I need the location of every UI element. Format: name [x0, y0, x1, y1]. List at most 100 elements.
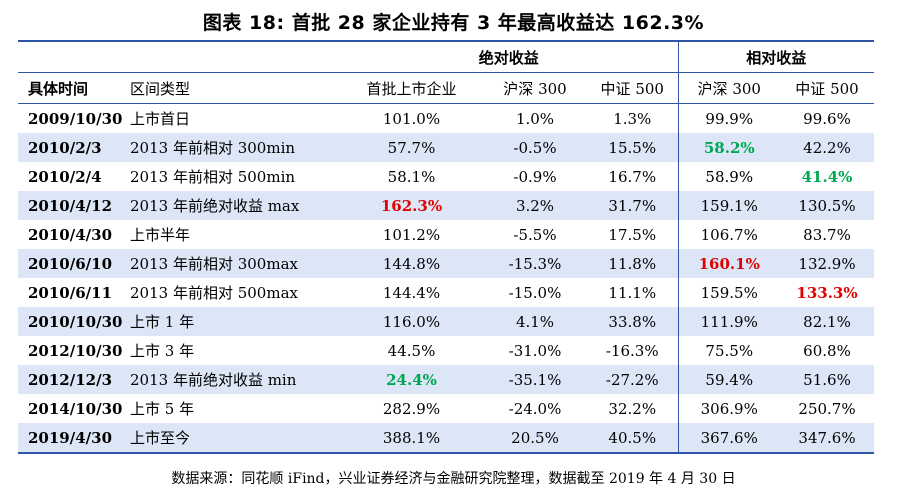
cell-rel-zz500: 82.1% [780, 307, 875, 336]
cell-date: 2010/6/11 [28, 283, 113, 302]
cell-rel-zz500: 130.5% [780, 191, 875, 220]
header-first-batch: 首批上市企业 [340, 72, 483, 104]
cell-period-type: 2013 年前相对 300min [122, 133, 340, 162]
cell-rel-hs300: 58.2% [678, 133, 780, 162]
cell-rel-hs300: 306.9% [700, 399, 758, 418]
cell-date: 2009/10/30 [28, 109, 123, 128]
cell-first-batch: 101.2% [382, 225, 441, 244]
cell-abs-zz500: 31.7% [587, 191, 679, 220]
cell-rel-zz500: 83.7% [803, 225, 851, 244]
table-row: 2014/10/30 上市 5 年 282.9% -24.0% 32.2% 306.9% 2… [18, 394, 874, 423]
cell-rel-hs300: 59.4% [678, 365, 780, 394]
returns-table: 绝对收益 相对收益 具体时间 区间类型 首批上市企业 沪深 300 中证 500… [18, 40, 875, 454]
cell-abs-hs300: -0.9% [513, 167, 557, 186]
cell-first-batch: 282.9% [382, 399, 441, 418]
header-date: 具体时间 [18, 72, 122, 104]
cell-date: 2012/10/30 [28, 341, 123, 360]
cell-rel-zz500: 133.3% [796, 283, 858, 302]
cell-rel-hs300: 160.1% [678, 249, 780, 278]
cell-period-type: 上市首日 [130, 110, 191, 128]
cell-date: 2010/10/30 [18, 307, 122, 336]
data-source-note: 数据来源：同花顺 iFind，兴业证券经济与金融研究院整理，数据截至 2019 … [171, 471, 736, 487]
cell-rel-zz500: 60.8% [803, 341, 851, 360]
cell-period-type: 2013 年前相对 500max [130, 284, 298, 302]
cell-first-batch: 144.4% [382, 283, 441, 302]
cell-period-type: 上市至今 [122, 423, 340, 454]
cell-abs-hs300: -5.5% [513, 225, 557, 244]
cell-abs-zz500: -27.2% [587, 365, 679, 394]
cell-date: 2012/12/3 [18, 365, 122, 394]
cell-abs-hs300: 1.0% [515, 109, 555, 128]
cell-date: 2010/6/10 [18, 249, 122, 278]
cell-abs-hs300: -31.0% [508, 341, 562, 360]
cell-rel-hs300: 159.5% [700, 283, 758, 302]
cell-period-type: 2013 年前相对 500min [130, 168, 296, 186]
cell-rel-zz500: 250.7% [798, 399, 856, 418]
cell-rel-zz500: 99.6% [803, 109, 851, 128]
cell-date: 2010/2/4 [28, 167, 102, 186]
cell-date: 2010/2/3 [18, 133, 122, 162]
cell-abs-zz500: 11.1% [587, 278, 679, 307]
cell-abs-zz500: 16.7% [587, 162, 679, 191]
cell-rel-zz500: 51.6% [780, 365, 875, 394]
cell-first-batch: 58.1% [387, 167, 436, 186]
cell-first-batch: 388.1% [340, 423, 483, 454]
cell-rel-hs300: 106.7% [700, 225, 758, 244]
cell-period-type: 2013 年前绝对收益 max [122, 191, 340, 220]
cell-abs-zz500: 1.3% [587, 103, 679, 133]
cell-first-batch: 44.5% [387, 341, 436, 360]
cell-abs-zz500: 17.5% [587, 220, 679, 249]
cell-rel-hs300: 99.9% [705, 109, 754, 128]
cell-period-type: 上市 5 年 [130, 400, 195, 418]
cell-abs-hs300: 20.5% [483, 423, 587, 454]
cell-period-type: 2013 年前绝对收益 min [122, 365, 340, 394]
cell-rel-hs300: 367.6% [678, 423, 780, 454]
table-row: 2010/6/10 2013 年前相对 300max 144.8% -15.3% 11.… [18, 249, 875, 278]
cell-date: 2010/4/12 [18, 191, 122, 220]
table-row: 2010/2/4 2013 年前相对 500min 58.1% -0.9% 16.7% 5… [18, 162, 874, 191]
cell-abs-hs300: -24.0% [508, 399, 562, 418]
cell-abs-zz500: 40.5% [587, 423, 679, 454]
cell-first-batch: 57.7% [340, 133, 483, 162]
group-relative-return: 相对收益 [678, 40, 875, 73]
table-row: 2019/4/30 上市至今 388.1% 20.5% 40.5% 367.6% 347.6… [18, 423, 875, 454]
cell-rel-hs300: 75.5% [705, 341, 754, 360]
cell-abs-hs300: -35.1% [483, 365, 587, 394]
cell-abs-zz500: -16.3% [587, 336, 679, 365]
cell-rel-zz500: 41.4% [801, 167, 853, 186]
table-row: 2010/4/12 2013 年前绝对收益 max 162.3% 3.2% 31.7% 1… [18, 191, 875, 220]
column-header-row: 具体时间 区间类型 首批上市企业 沪深 300 中证 500 沪深 300 中证… [18, 72, 875, 104]
cell-first-batch: 144.8% [340, 249, 483, 278]
table-row: 2009/10/30 上市首日 101.0% 1.0% 1.3% 99.9% 99.6% [18, 103, 874, 133]
cell-first-batch: 116.0% [340, 307, 483, 336]
header-abs-hs300: 沪深 300 [483, 72, 587, 104]
cell-period-type: 上市 1 年 [122, 307, 340, 336]
cell-first-batch: 162.3% [340, 191, 483, 220]
cell-period-type: 上市 3 年 [130, 342, 195, 360]
cell-rel-zz500: 132.9% [780, 249, 875, 278]
cell-abs-hs300: 4.1% [483, 307, 587, 336]
cell-first-batch: 24.4% [340, 365, 483, 394]
table-row: 2010/2/3 2013 年前相对 300min 57.7% -0.5% 15.5% 5… [18, 133, 875, 162]
header-rel-zz500: 中证 500 [780, 72, 875, 104]
table-row: 2010/4/30 上市半年 101.2% -5.5% 17.5% 106.7% 83.7% [18, 220, 874, 249]
table-row: 2012/10/30 上市 3 年 44.5% -31.0% -16.3% 75.5% 60… [18, 336, 874, 365]
cell-abs-hs300: -15.3% [483, 249, 587, 278]
table-row: 2010/6/11 2013 年前相对 500max 144.4% -15.0% 11.… [18, 278, 874, 307]
cell-abs-hs300: -0.5% [483, 133, 587, 162]
cell-rel-zz500: 42.2% [780, 133, 875, 162]
cell-rel-hs300: 58.9% [705, 167, 754, 186]
header-abs-zz500: 中证 500 [587, 72, 679, 104]
cell-rel-hs300: 111.9% [678, 307, 780, 336]
cell-rel-hs300: 159.1% [678, 191, 780, 220]
header-rel-hs300: 沪深 300 [678, 72, 780, 104]
table-row: 2010/10/30 上市 1 年 116.0% 4.1% 33.8% 111.9% 82.… [18, 307, 875, 336]
cell-first-batch: 101.0% [382, 109, 441, 128]
header-period-type: 区间类型 [122, 72, 340, 104]
group-absolute-return: 绝对收益 [340, 40, 679, 73]
group-header-row: 绝对收益 相对收益 [18, 40, 875, 73]
cell-abs-zz500: 11.8% [587, 249, 679, 278]
cell-date: 2019/4/30 [18, 423, 122, 454]
cell-abs-zz500: 32.2% [587, 394, 679, 423]
cell-date: 2010/4/30 [28, 225, 113, 244]
